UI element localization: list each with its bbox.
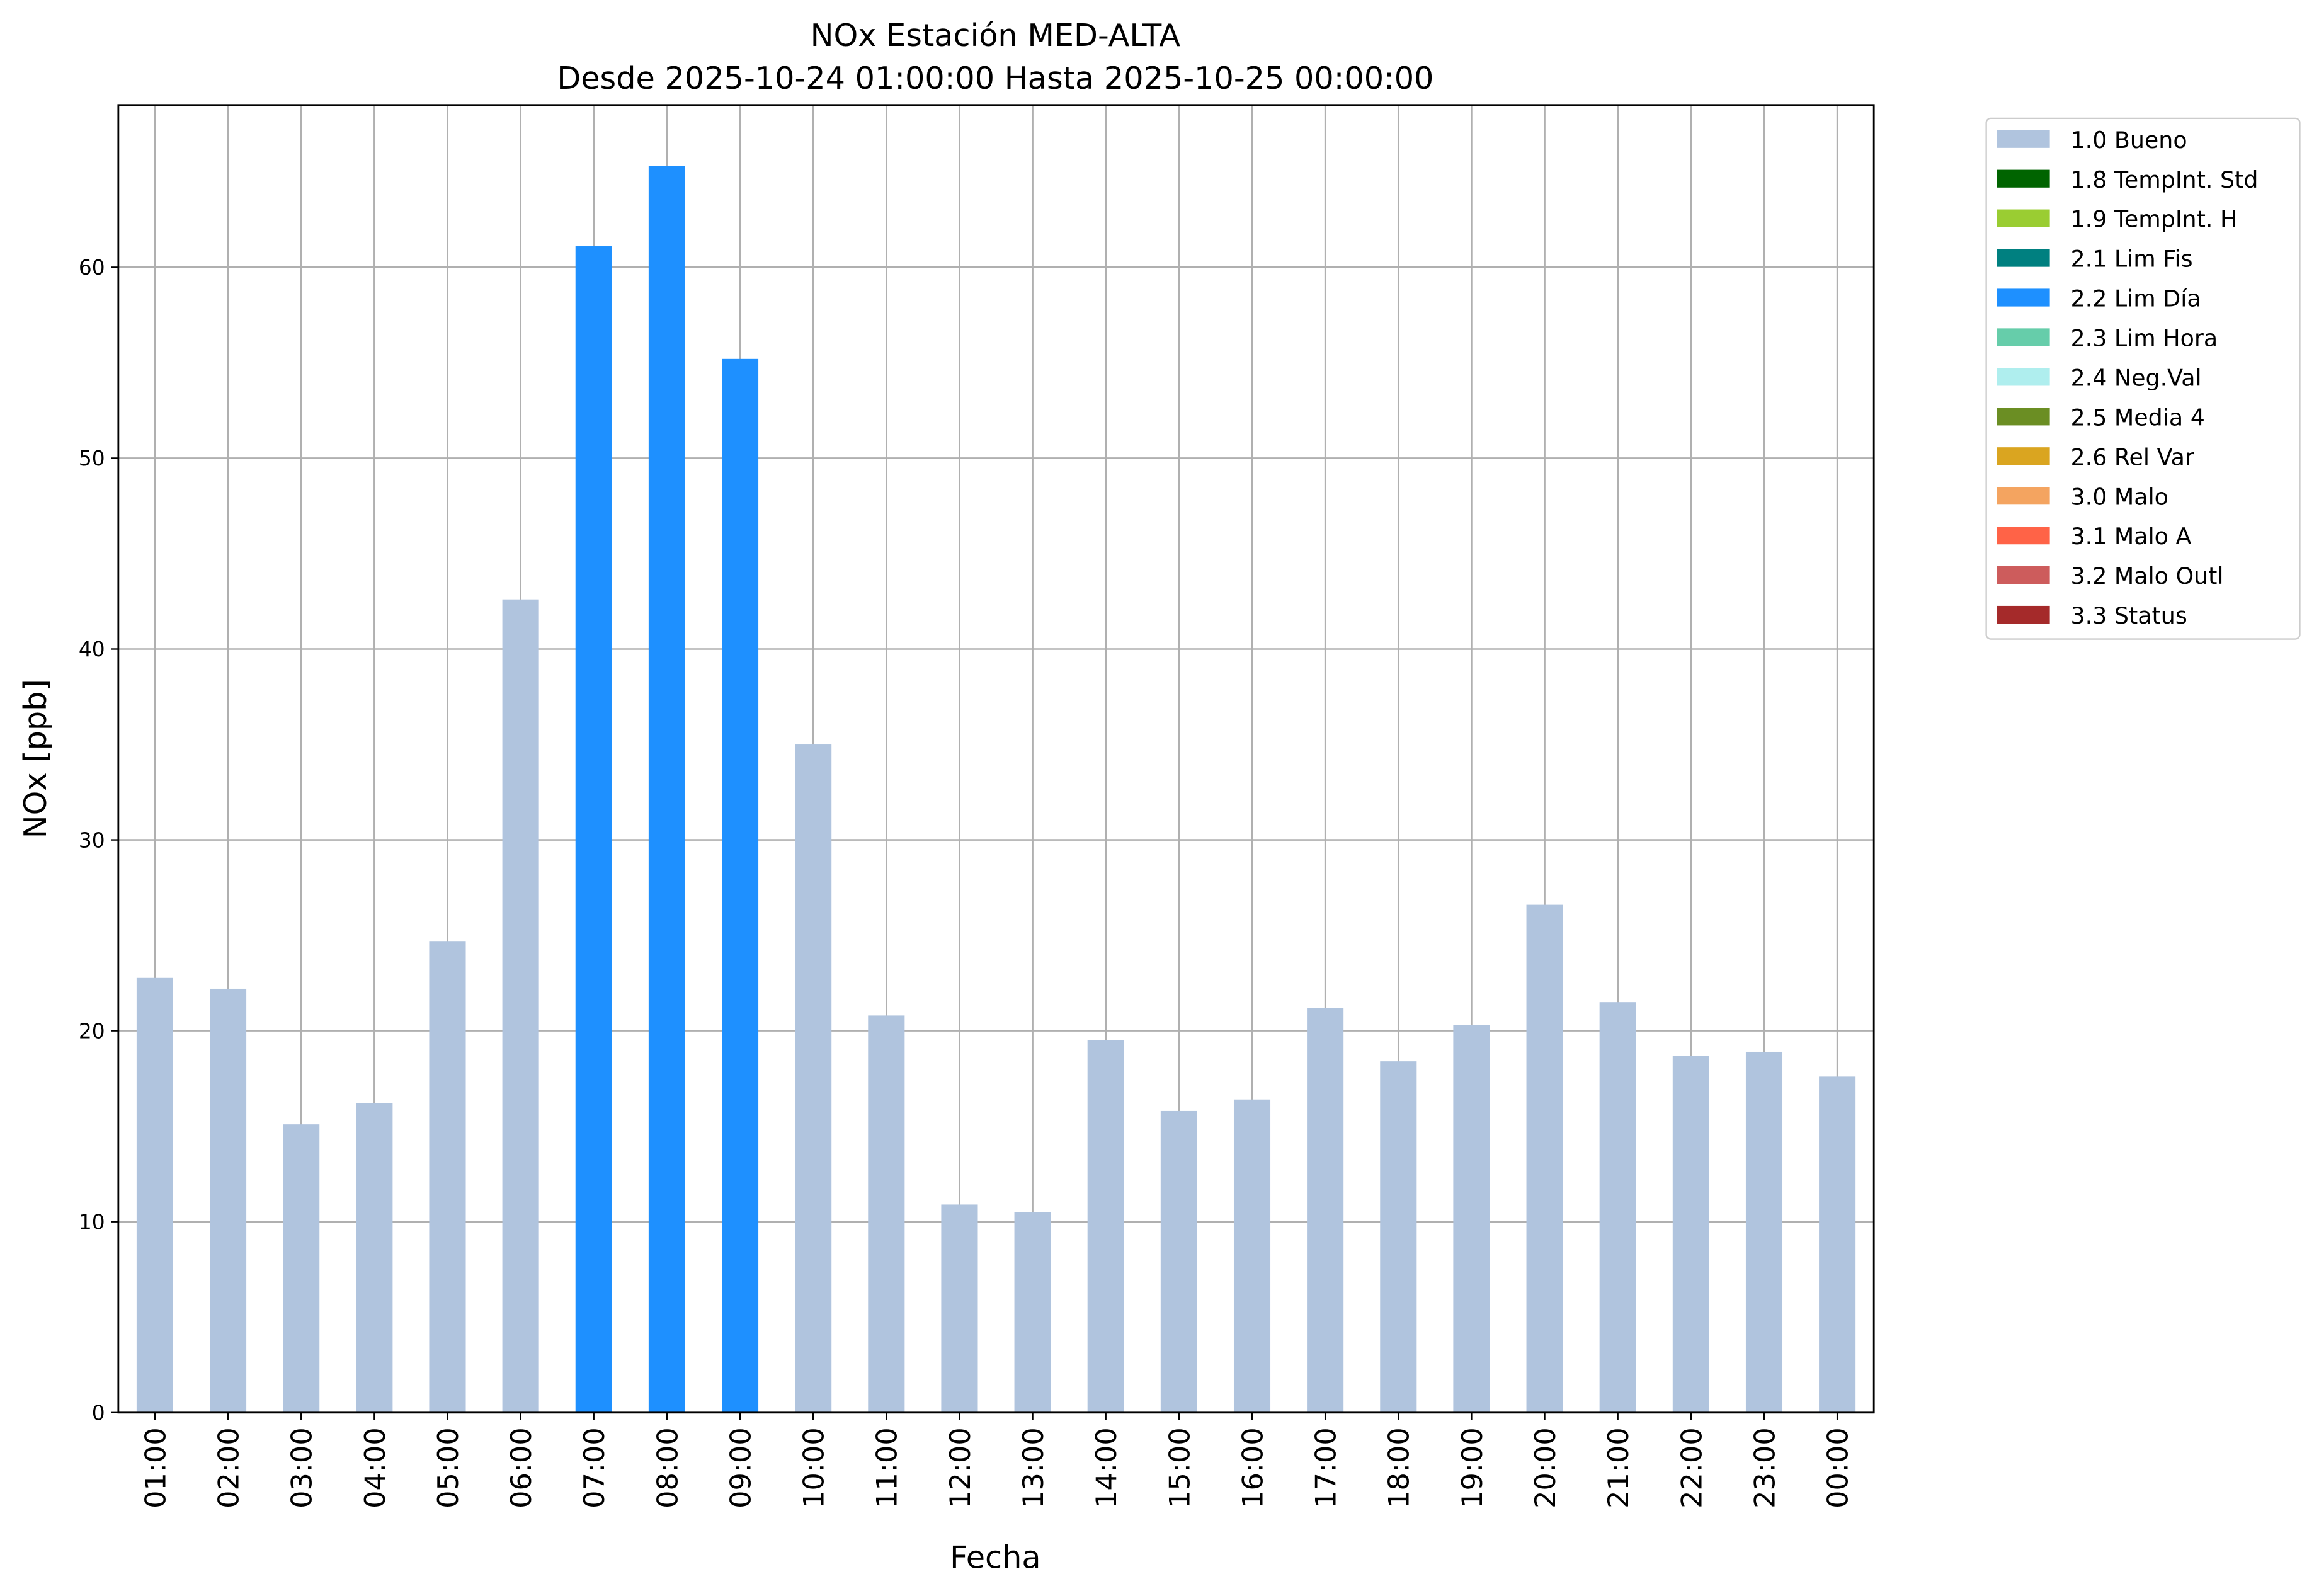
bar-segment bbox=[1453, 1025, 1490, 1413]
bar-segment bbox=[1526, 904, 1563, 1413]
bar-segment bbox=[210, 988, 247, 1413]
y-tick-label: 60 bbox=[79, 255, 105, 280]
legend-swatch bbox=[1997, 487, 2050, 505]
legend-swatch bbox=[1997, 328, 2050, 346]
x-tick-label: 19:00 bbox=[1456, 1427, 1489, 1508]
x-tick-label: 17:00 bbox=[1310, 1427, 1343, 1508]
x-tick-label: 20:00 bbox=[1529, 1427, 1562, 1508]
legend-swatch bbox=[1997, 288, 2050, 307]
y-tick-label: 10 bbox=[79, 1209, 105, 1234]
legend-label: 2.3 Lim Hora bbox=[2071, 325, 2218, 352]
legend-label: 2.6 Rel Var bbox=[2071, 443, 2194, 470]
bar-segment bbox=[868, 1015, 905, 1413]
x-tick-label: 12:00 bbox=[944, 1427, 977, 1508]
legend-label: 3.0 Malo bbox=[2071, 483, 2168, 510]
legend-label: 3.2 Malo Outl bbox=[2071, 562, 2224, 590]
legend-label: 2.5 Media 4 bbox=[2071, 404, 2205, 431]
y-axis-label: NOx [ppb] bbox=[17, 679, 54, 838]
x-tick-label: 22:00 bbox=[1675, 1427, 1708, 1508]
legend-swatch bbox=[1997, 605, 2050, 624]
legend-label: 3.3 Status bbox=[2071, 602, 2187, 629]
bar-segment bbox=[575, 246, 612, 1413]
x-tick-label: 16:00 bbox=[1236, 1427, 1269, 1508]
legend-swatch bbox=[1997, 447, 2050, 465]
bar-segment bbox=[1014, 1212, 1051, 1413]
bar-segment bbox=[1819, 1076, 1856, 1413]
legend-swatch bbox=[1997, 130, 2050, 148]
legend-label: 1.8 TempInt. Std bbox=[2071, 166, 2259, 193]
x-tick-label: 05:00 bbox=[432, 1427, 465, 1508]
bar-segment bbox=[356, 1103, 393, 1413]
chart-subtitle: Desde 2025-10-24 01:00:00 Hasta 2025-10-… bbox=[557, 60, 1433, 96]
y-tick-label: 40 bbox=[79, 637, 105, 661]
bar-segment bbox=[1087, 1040, 1124, 1413]
bar-segment bbox=[795, 744, 832, 1413]
plot-frame bbox=[117, 104, 1875, 1414]
bar-segment bbox=[1599, 1002, 1636, 1413]
bar-segment bbox=[283, 1124, 320, 1413]
bar-segment bbox=[1233, 1099, 1271, 1413]
y-tick-label: 30 bbox=[79, 828, 105, 852]
x-tick-label: 11:00 bbox=[871, 1427, 904, 1508]
bar-segment bbox=[941, 1204, 978, 1413]
legend-swatch bbox=[1997, 209, 2050, 227]
legend-label: 1.9 TempInt. H bbox=[2071, 206, 2238, 233]
legend-swatch bbox=[1997, 527, 2050, 545]
x-tick-label: 15:00 bbox=[1163, 1427, 1196, 1508]
ticks: 0 10 20 30 40 50 60 01:00 02:00 03:00 04:00 05:00 06… bbox=[79, 255, 1855, 1508]
legend-frame bbox=[1985, 117, 2301, 640]
legend-label: 1.0 Bueno bbox=[2071, 127, 2187, 154]
legend-label: 3.1 Malo A bbox=[2071, 523, 2192, 550]
legend-swatch bbox=[1997, 408, 2050, 426]
x-tick-label: 06:00 bbox=[505, 1427, 538, 1508]
legend: 1.0 Bueno 1.8 TempInt. Std 1.9 TempInt. H 2… bbox=[1985, 117, 2301, 640]
x-tick-label: 04:00 bbox=[359, 1427, 392, 1508]
legend-label: 2.1 Lim Fis bbox=[2071, 246, 2193, 273]
legend-swatch bbox=[1997, 249, 2050, 267]
x-tick-label: 14:00 bbox=[1090, 1427, 1123, 1508]
bar-segment bbox=[502, 599, 539, 1413]
bar-segment bbox=[1307, 1008, 1344, 1413]
x-tick-label: 21:00 bbox=[1602, 1427, 1635, 1508]
x-tick-label: 09:00 bbox=[724, 1427, 757, 1508]
bars bbox=[136, 166, 1856, 1413]
x-tick-label: 03:00 bbox=[286, 1427, 319, 1508]
bar-segment bbox=[136, 977, 173, 1413]
x-tick-label: 01:00 bbox=[139, 1427, 172, 1508]
x-tick-label: 13:00 bbox=[1017, 1427, 1050, 1508]
bar-segment bbox=[648, 166, 685, 1413]
x-tick-label: 07:00 bbox=[578, 1427, 611, 1508]
bar-segment bbox=[1745, 1051, 1783, 1413]
bar-segment bbox=[1380, 1061, 1417, 1413]
chart-title: NOx Estación MED-ALTA bbox=[811, 17, 1181, 54]
legend-label: 2.2 Lim Día bbox=[2071, 285, 2201, 312]
legend-swatch bbox=[1997, 368, 2050, 386]
y-tick-label: 20 bbox=[79, 1018, 105, 1043]
y-tick-label: 50 bbox=[79, 446, 105, 470]
legend-swatch bbox=[1997, 566, 2050, 584]
y-tick-label: 0 bbox=[92, 1401, 105, 1425]
bar-segment bbox=[1672, 1056, 1709, 1413]
legend-label: 2.4 Neg.Val bbox=[2071, 364, 2202, 391]
x-tick-label: 18:00 bbox=[1383, 1427, 1416, 1508]
legend-swatch bbox=[1997, 169, 2050, 188]
x-tick-label: 10:00 bbox=[798, 1427, 831, 1508]
x-tick-label: 08:00 bbox=[651, 1427, 684, 1508]
bar-segment bbox=[722, 358, 759, 1413]
bar-segment bbox=[1160, 1110, 1197, 1413]
x-tick-label: 23:00 bbox=[1748, 1427, 1781, 1508]
x-tick-label: 00:00 bbox=[1822, 1427, 1855, 1508]
x-axis-label: Fecha bbox=[950, 1539, 1041, 1575]
bar-segment bbox=[429, 941, 466, 1413]
x-tick-label: 02:00 bbox=[213, 1427, 246, 1508]
